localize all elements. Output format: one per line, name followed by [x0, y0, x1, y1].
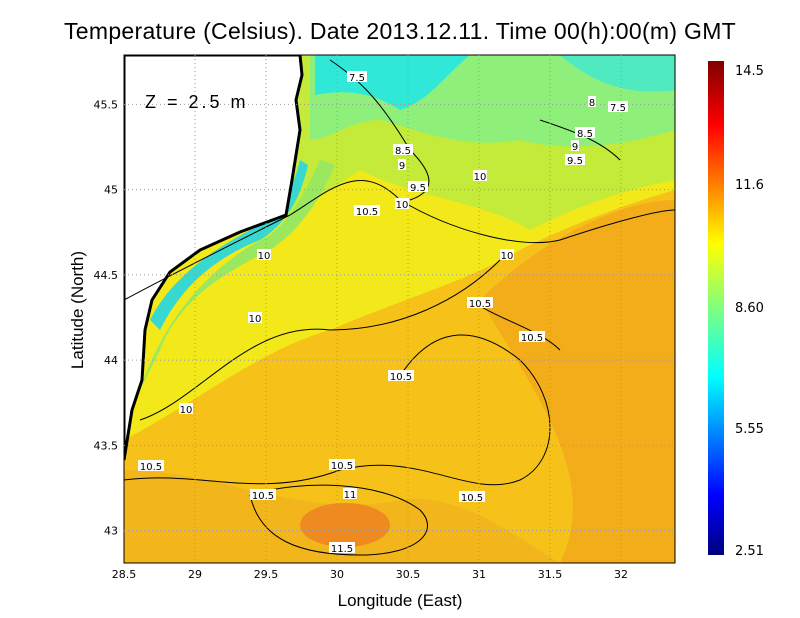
x-tick-label: 29: [188, 568, 202, 581]
colorbar-tick-label: 11.6: [735, 178, 764, 193]
colorbar-tick-label: 2.51: [735, 544, 764, 559]
contour-label-bg: [608, 101, 628, 112]
contour-label-bg: [408, 181, 428, 192]
contour-label-bg: [248, 312, 262, 323]
colorbar-tick-label: 8.60: [735, 301, 764, 316]
y-tick-label: 45.5: [94, 98, 119, 111]
contour-label-bg: [459, 491, 485, 502]
y-axis-label: Latitude (North): [68, 251, 87, 369]
colorbar: [708, 61, 724, 555]
contour-label-bg: [467, 297, 493, 308]
x-tick-label: 29.5: [254, 568, 279, 581]
temperature-field: [124, 55, 675, 563]
contour-label-bg: [571, 140, 579, 151]
contour-label: 9.5: [410, 183, 426, 194]
field-warm-east: [480, 200, 675, 563]
x-tick-label: 28.5: [112, 568, 137, 581]
chart-title: Temperature (Celsius). Date 2013.12.11. …: [63, 18, 737, 44]
contour-label-bg: [347, 71, 367, 82]
contour-label: 10.5: [331, 461, 353, 472]
contour-label-bg: [565, 154, 585, 165]
contour-label: 10: [474, 172, 487, 183]
contour-label: 10.5: [461, 493, 483, 504]
contour-label: 10: [258, 251, 271, 262]
contour-label: 10.5: [252, 491, 274, 502]
contour-label-bg: [179, 403, 193, 414]
contour-label-bg: [398, 159, 406, 170]
contour-label-bg: [329, 459, 355, 470]
contour-label-bg: [395, 198, 409, 209]
colorbar-tick-label: 5.55: [735, 422, 764, 437]
contour-label: 10.5: [356, 207, 378, 218]
contour-label: 10.5: [140, 462, 162, 473]
y-tick-label: 43: [104, 525, 118, 538]
contour-label-bg: [354, 205, 380, 216]
colorbar-tick-label: 14.5: [735, 64, 764, 79]
colorbar-ticks: 14.5 11.6 8.60 5.55 2.51: [735, 64, 764, 559]
gridlines: [124, 55, 675, 563]
field-warm-core: [300, 503, 390, 547]
x-axis-label: Longitude (East): [338, 591, 463, 610]
contour-label: 8.5: [395, 146, 411, 157]
y-tick-label: 43.5: [94, 439, 119, 452]
y-axis-ticks: 45.5 45 44.5 44 43.5 43: [94, 98, 119, 537]
contour-label-bg: [257, 249, 271, 260]
contour-label: 7.5: [349, 73, 365, 84]
land: [124, 55, 304, 461]
plot-frame: [123, 54, 676, 564]
contour-label-bg: [500, 249, 514, 260]
field-cyan: [315, 55, 470, 110]
contour-label-bg: [250, 489, 276, 500]
contour-label-bg: [588, 96, 596, 107]
contour-label-bg: [343, 488, 357, 499]
contour-label: 9: [399, 161, 405, 172]
field-cyan-ne: [560, 55, 675, 92]
contour-label: 10.5: [469, 299, 491, 310]
contour-label: 10: [249, 314, 262, 325]
x-axis-ticks: 28.5 29 29.5 30 30.5 31 31.5 32: [112, 568, 628, 581]
y-tick-label: 45: [104, 184, 118, 197]
contour-label: 9.5: [567, 156, 583, 167]
contour-label: 11: [344, 490, 357, 501]
y-tick-label: 44: [104, 354, 118, 367]
contour-label-bg: [388, 370, 414, 381]
x-tick-label: 30: [330, 568, 344, 581]
contour-label: 10: [501, 251, 514, 262]
contour-label: 10: [396, 200, 409, 211]
contour-label: 11.5: [331, 544, 353, 555]
contour-label: 7.5: [610, 103, 626, 114]
contour-label-bg: [138, 460, 164, 471]
contour-label-bg: [473, 170, 487, 181]
field-coastal-green: [140, 160, 335, 390]
x-tick-label: 32: [614, 568, 628, 581]
contour-label-bg: [519, 331, 545, 342]
contour-label: 10: [180, 405, 193, 416]
contour-label-bg: [329, 542, 355, 553]
contour-label: 8: [589, 98, 595, 109]
contour-label: 9: [572, 142, 578, 153]
contour-label: 10.5: [390, 372, 412, 383]
contour-label-bg: [393, 144, 413, 155]
x-tick-label: 31.5: [538, 568, 563, 581]
depth-annotation: Z = 2.5 m: [145, 92, 249, 112]
field-coastal-cyan: [150, 160, 308, 330]
contour-label: 8.5: [577, 129, 593, 140]
contour-label: 10.5: [521, 333, 543, 344]
contour-label-bg: [575, 127, 595, 138]
y-tick-label: 44.5: [94, 269, 119, 282]
x-tick-label: 31: [472, 568, 486, 581]
x-tick-label: 30.5: [396, 568, 421, 581]
